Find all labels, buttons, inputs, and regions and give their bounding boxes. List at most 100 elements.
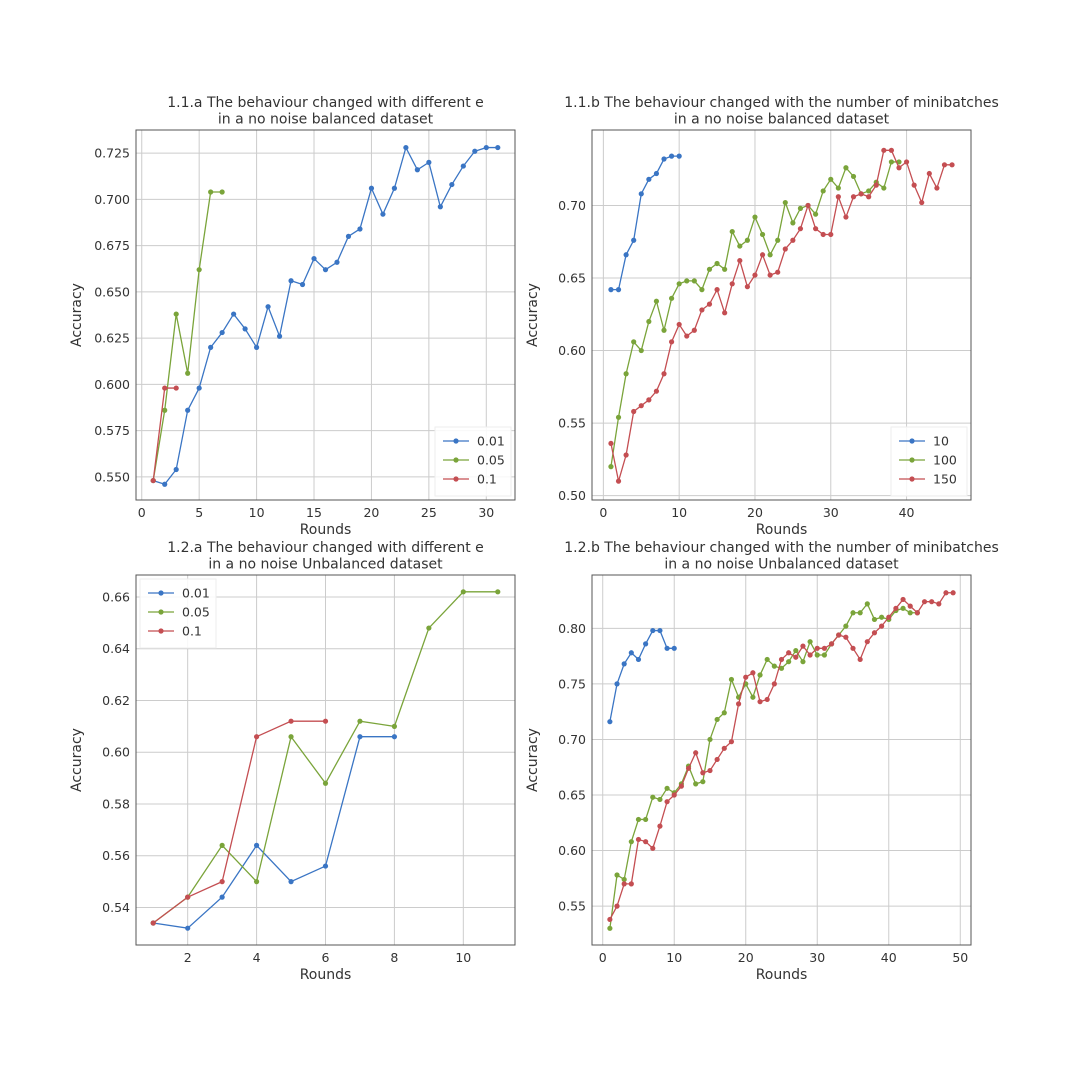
legend-box [434, 426, 512, 497]
x-tick-label: 10 [455, 950, 471, 965]
data-point [685, 765, 692, 771]
data-point [615, 478, 622, 484]
data-point [814, 645, 820, 651]
data-point [691, 327, 697, 333]
data-point [495, 144, 501, 151]
y-tick-label: 0.60 [558, 843, 586, 858]
data-point [737, 243, 743, 249]
data-point [699, 287, 705, 293]
data-point [614, 872, 620, 878]
data-point [322, 780, 329, 786]
x-tick-label: 10 [671, 505, 687, 520]
chart-title-line-2: in a no noise balanced dataset [674, 112, 890, 128]
y-tick-label: 0.625 [94, 331, 130, 346]
chart-title-line-1: 1.2.a The behaviour changed with differe… [167, 540, 484, 556]
data-point [657, 627, 663, 634]
data-point [813, 211, 819, 217]
legend-label: 0.1 [477, 472, 497, 487]
data-point [185, 370, 191, 376]
series-line [153, 736, 395, 929]
chart-3: 2 4 6 8 10 0.54 0.56 0.58 0.60 0.62 0.64 0.66 1.2.a … [69, 540, 516, 983]
data-point [185, 925, 191, 931]
data-point [253, 879, 260, 885]
plot-frame [591, 574, 972, 946]
data-point [914, 610, 920, 616]
data-point [162, 481, 168, 487]
y-tick-label: 0.65 [558, 271, 586, 286]
data-point [881, 185, 887, 191]
plot-frame [591, 129, 972, 501]
data-point [714, 716, 720, 723]
data-point [608, 287, 614, 293]
data-point [357, 734, 363, 740]
data-point [737, 257, 743, 264]
data-point [700, 770, 706, 776]
data-point [907, 603, 913, 609]
chart-2: 0 10 20 30 40 0.50 0.55 0.60 0.65 0.70 1.1.b The b… [525, 95, 999, 538]
data-point [661, 371, 667, 377]
data-point [896, 165, 902, 171]
data-point [311, 255, 317, 262]
data-point [871, 630, 878, 636]
data-point [722, 266, 728, 272]
chart-1: 0 5 10 15 20 25 30 0.550 0.575 0.600 0.625 0.650 0.6… [69, 95, 516, 538]
data-point [242, 326, 248, 332]
data-point [691, 278, 697, 284]
data-point [771, 663, 777, 669]
data-point [391, 734, 398, 740]
x-axis-label: Rounds [756, 522, 808, 538]
data-point [843, 214, 849, 220]
data-point [643, 839, 649, 845]
legend-label: 0.01 [182, 586, 210, 601]
y-tick-label: 0.62 [102, 693, 130, 708]
data-point [668, 339, 675, 345]
data-point [368, 185, 375, 191]
y-tick-label: 0.725 [94, 146, 130, 161]
data-point [843, 165, 849, 171]
data-point [714, 756, 720, 763]
data-point [793, 647, 799, 654]
y-tick-label: 0.675 [94, 238, 130, 253]
series-line [610, 155, 680, 291]
y-tick-label: 0.70 [558, 732, 586, 747]
legend-label: 0.1 [182, 624, 202, 639]
data-point [707, 767, 713, 774]
y-tick-label: 0.60 [558, 343, 586, 358]
data-point [919, 199, 925, 206]
data-point [657, 796, 663, 803]
data-point [614, 681, 620, 687]
data-point [253, 734, 260, 740]
data-point [357, 226, 363, 232]
data-point [797, 226, 804, 232]
data-point [893, 605, 899, 611]
data-point [635, 836, 642, 843]
series-150 [608, 147, 955, 484]
legend-swatch-marker [909, 438, 915, 444]
data-point [426, 159, 432, 165]
data-point [253, 344, 260, 350]
data-point [608, 464, 614, 470]
data-point [693, 750, 699, 756]
y-axis-label: Accuracy [525, 728, 541, 792]
data-point [676, 281, 682, 287]
data-point [728, 676, 735, 683]
data-point [357, 718, 363, 724]
data-point [623, 452, 629, 458]
data-point [926, 170, 932, 177]
data-point [380, 211, 386, 217]
y-tick-label: 0.58 [102, 796, 130, 811]
data-point [949, 162, 955, 168]
legend-label: 0.05 [477, 453, 505, 468]
data-point [858, 191, 864, 197]
data-point [150, 920, 156, 926]
x-tick-label: 30 [478, 505, 494, 520]
data-point [162, 407, 168, 413]
data-point [782, 199, 788, 206]
data-point [621, 876, 627, 883]
data-point [614, 903, 620, 909]
x-tick-label: 2 [184, 950, 192, 965]
data-point [676, 153, 682, 159]
data-point [173, 385, 179, 391]
data-point [757, 672, 763, 678]
data-point [764, 696, 770, 703]
